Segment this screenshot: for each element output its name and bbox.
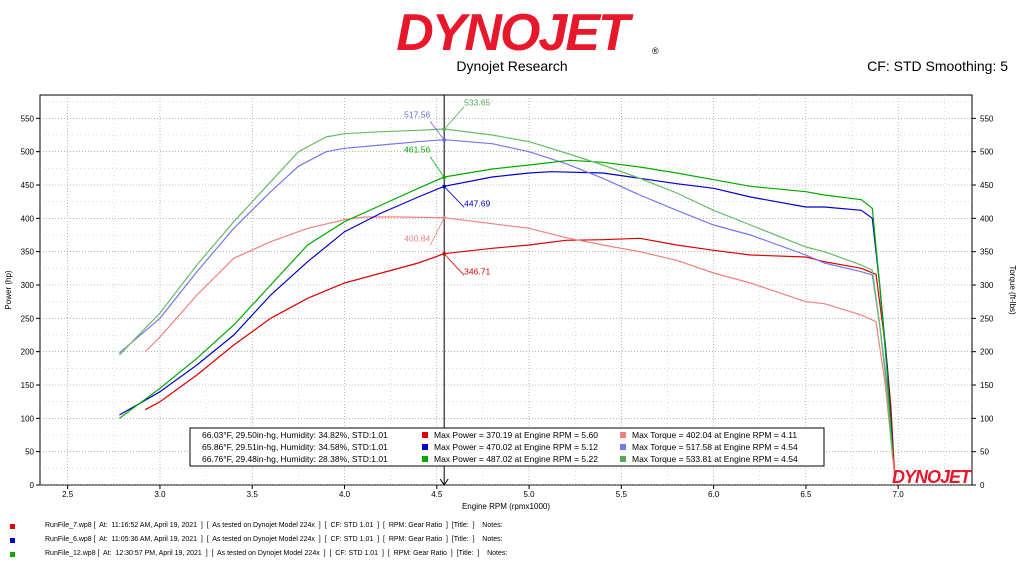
y-tick-label-right: 250 <box>980 314 994 323</box>
cf-smoothing-label: CF: STD Smoothing: 5 <box>867 58 1008 74</box>
run-file-color-swatch <box>10 552 15 557</box>
cursor-label-marker <box>442 215 446 220</box>
y-tick-label-left: 400 <box>21 214 35 223</box>
y-tick-label-left: 500 <box>21 148 35 157</box>
y-tick-label-left: 200 <box>21 348 35 357</box>
cursor-label-marker <box>442 127 446 132</box>
watermark-logo: DYNOJET <box>892 467 973 487</box>
y-tick-label-left: 550 <box>21 114 35 123</box>
x-tick-label: 3.0 <box>154 490 166 499</box>
y-tick-label-left: 450 <box>21 181 35 190</box>
y-tick-label-left: 0 <box>30 481 35 490</box>
cursor-label-leader <box>443 106 465 130</box>
series-line-0 <box>144 237 896 472</box>
cursor-value-label: 447.69 <box>464 198 490 208</box>
legend-max-torque: Max Torque = 533.81 at Engine RPM = 4.54 <box>632 454 798 464</box>
series-line-5 <box>118 128 894 459</box>
page-subtitle: Dynojet Research <box>456 58 568 74</box>
series-line-1 <box>144 216 896 476</box>
x-tick-label: 5.0 <box>524 490 536 499</box>
cursor-label-marker <box>442 184 446 189</box>
cursor-arrow <box>439 478 449 486</box>
legend-torque-swatch <box>620 444 626 450</box>
series-line-2 <box>119 171 894 446</box>
plot-area <box>39 94 973 486</box>
y-tick-label-right: 450 <box>980 181 994 190</box>
x-tick-label: 6.5 <box>800 490 812 499</box>
x-tick-label: 5.5 <box>616 490 628 499</box>
y-tick-label-right: 100 <box>980 414 994 423</box>
cursor-value-label: 533.65 <box>464 98 490 108</box>
y-tick-label-left: 350 <box>21 248 35 257</box>
cursor-label-leader <box>443 186 465 208</box>
run-file-color-swatch <box>10 524 15 529</box>
dynojet-logo-text: DYNOJET <box>396 4 634 58</box>
cursor-value-label: 400.84 <box>404 233 430 243</box>
y-tick-label-right: 0 <box>980 481 985 490</box>
x-tick-label: 4.0 <box>339 490 351 499</box>
legend-conditions: 66.03°F, 29.50in-hg, Humidity: 34.82%, S… <box>202 430 388 440</box>
legend-power-swatch <box>422 444 428 450</box>
cursor-label-marker <box>442 252 446 256</box>
y-axis-label-left: Power (hp) <box>4 270 13 309</box>
legend-power-swatch <box>422 456 428 462</box>
cursor-label-leader <box>429 121 445 141</box>
cursor-label-leader <box>429 156 445 178</box>
y-tick-label-right: 550 <box>980 114 994 123</box>
series-line-4 <box>119 159 894 452</box>
cursor-label-leader <box>429 217 445 246</box>
svg-text:®: ® <box>652 46 659 56</box>
legend-max-power: Max Power = 470.02 at Engine RPM = 5.12 <box>434 442 598 452</box>
legend-conditions: 65.86°F, 29.51in-hg, Humidity: 34.58%, S… <box>202 442 388 452</box>
y-tick-label-right: 200 <box>980 348 994 357</box>
x-axis-label: Engine RPM (rpmx1000) <box>462 502 550 511</box>
y-tick-label-left: 50 <box>25 448 34 457</box>
x-tick-label: 6.0 <box>708 490 720 499</box>
y-tick-label-left: 100 <box>21 414 35 423</box>
x-tick-label: 7.0 <box>893 490 905 499</box>
cursor-label-leader <box>443 253 465 276</box>
legend-max-power: Max Power = 370.19 at Engine RPM = 5.60 <box>434 430 598 440</box>
cursor-value-label: 461.56 <box>404 145 430 155</box>
cursor-value-label: 346.71 <box>464 266 490 276</box>
y-axis-label-right: Torque (ft-lbs) <box>1008 265 1017 315</box>
legend-max-torque: Max Torque = 402.04 at Engine RPM = 4.11 <box>632 430 797 440</box>
run-file-text: RunFile_12.wp8 [ At: 12:30:57 PM, April … <box>45 550 508 557</box>
legend-conditions: 66.76°F, 29.48in-hg, Humidity: 28.38%, S… <box>202 454 388 464</box>
dynojet-logo: DYNOJET ® <box>396 4 659 58</box>
run-file-text: RunFile_6.wp8 [ At: 11:05:36 AM, April 1… <box>45 536 503 543</box>
legend-torque-swatch <box>620 456 626 462</box>
legend-box <box>189 427 825 467</box>
legend-max-power: Max Power = 487.02 at Engine RPM = 5.22 <box>434 454 598 464</box>
y-tick-label-right: 400 <box>980 214 994 223</box>
run-file-text: RunFile_7.wp8 [ At: 11:16:52 AM, April 1… <box>45 522 503 529</box>
y-tick-label-right: 500 <box>980 148 994 157</box>
legend-torque-swatch <box>620 432 626 438</box>
y-tick-label-left: 150 <box>21 381 35 390</box>
x-tick-label: 2.5 <box>62 490 74 499</box>
y-tick-label-right: 150 <box>980 381 994 390</box>
y-tick-label-right: 300 <box>980 281 994 290</box>
y-tick-label-left: 250 <box>21 314 35 323</box>
series-line-3 <box>119 139 894 452</box>
x-tick-label: 3.5 <box>247 490 259 499</box>
legend-max-torque: Max Torque = 517.58 at Engine RPM = 4.54 <box>632 442 798 452</box>
x-tick-label: 4.5 <box>431 490 443 499</box>
cursor-label-marker <box>442 175 446 180</box>
y-tick-label-right: 50 <box>980 448 989 457</box>
y-tick-label-left: 300 <box>21 281 35 290</box>
y-tick-label-right: 350 <box>980 248 994 257</box>
legend-power-swatch <box>422 432 428 438</box>
cursor-label-marker <box>442 138 446 142</box>
cursor-value-label: 517.56 <box>404 109 430 119</box>
run-file-color-swatch <box>10 538 15 543</box>
